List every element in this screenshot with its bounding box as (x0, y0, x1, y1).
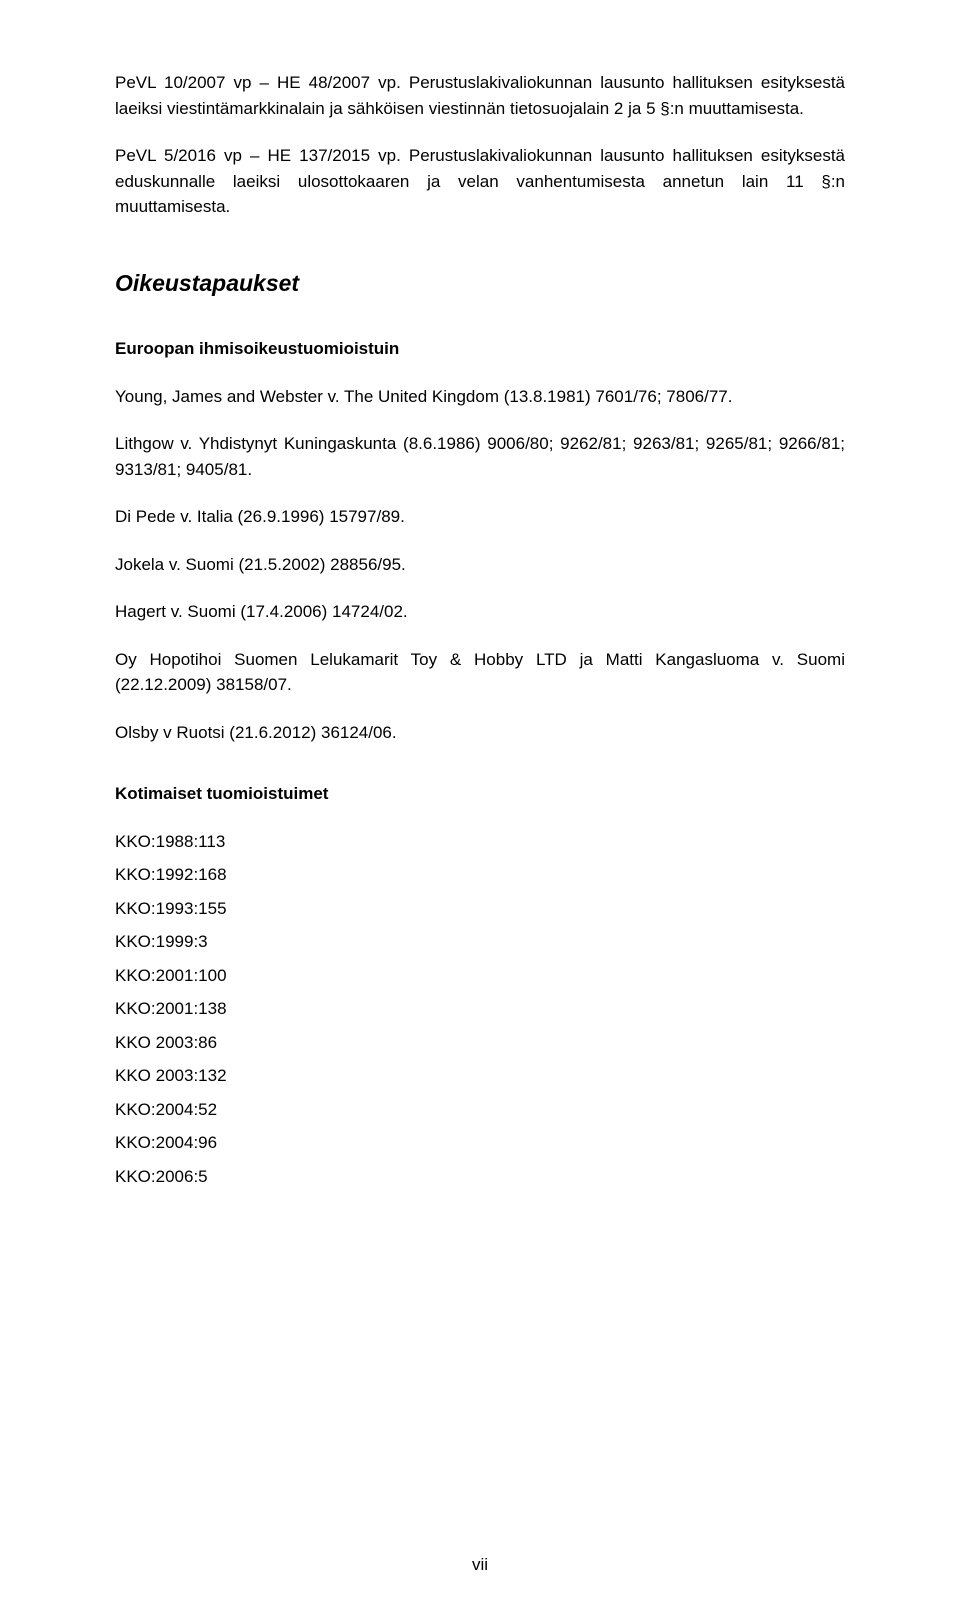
domestic-case-entry: KKO:1988:113 (115, 829, 845, 855)
domestic-case-entry: KKO:2004:96 (115, 1130, 845, 1156)
domestic-case-entry: KKO:2001:100 (115, 963, 845, 989)
domestic-case-entry: KKO:1992:168 (115, 862, 845, 888)
page-number: vii (0, 1552, 960, 1578)
subheading-echr: Euroopan ihmisoikeustuomioistuin (115, 336, 845, 362)
domestic-case-entry: KKO 2003:86 (115, 1030, 845, 1056)
domestic-case-entry: KKO:2001:138 (115, 996, 845, 1022)
case-entry: Oy Hopotihoi Suomen Lelukamarit Toy & Ho… (115, 647, 845, 698)
domestic-case-entry: KKO 2003:132 (115, 1063, 845, 1089)
domestic-case-entry: KKO:2004:52 (115, 1097, 845, 1123)
domestic-case-entry: KKO:1999:3 (115, 929, 845, 955)
domestic-case-entry: KKO:2006:5 (115, 1164, 845, 1190)
domestic-case-entry: KKO:1993:155 (115, 896, 845, 922)
paragraph: PeVL 10/2007 vp – HE 48/2007 vp. Perustu… (115, 70, 845, 121)
section-heading-oikeustapaukset: Oikeustapaukset (115, 266, 845, 301)
case-entry: Lithgow v. Yhdistynyt Kuningaskunta (8.6… (115, 431, 845, 482)
case-entry: Di Pede v. Italia (26.9.1996) 15797/89. (115, 504, 845, 530)
case-entry: Jokela v. Suomi (21.5.2002) 28856/95. (115, 552, 845, 578)
case-entry: Olsby v Ruotsi (21.6.2012) 36124/06. (115, 720, 845, 746)
paragraph: PeVL 5/2016 vp – HE 137/2015 vp. Perustu… (115, 143, 845, 220)
subheading-domestic: Kotimaiset tuomioistuimet (115, 781, 845, 807)
case-entry: Hagert v. Suomi (17.4.2006) 14724/02. (115, 599, 845, 625)
case-entry: Young, James and Webster v. The United K… (115, 384, 845, 410)
